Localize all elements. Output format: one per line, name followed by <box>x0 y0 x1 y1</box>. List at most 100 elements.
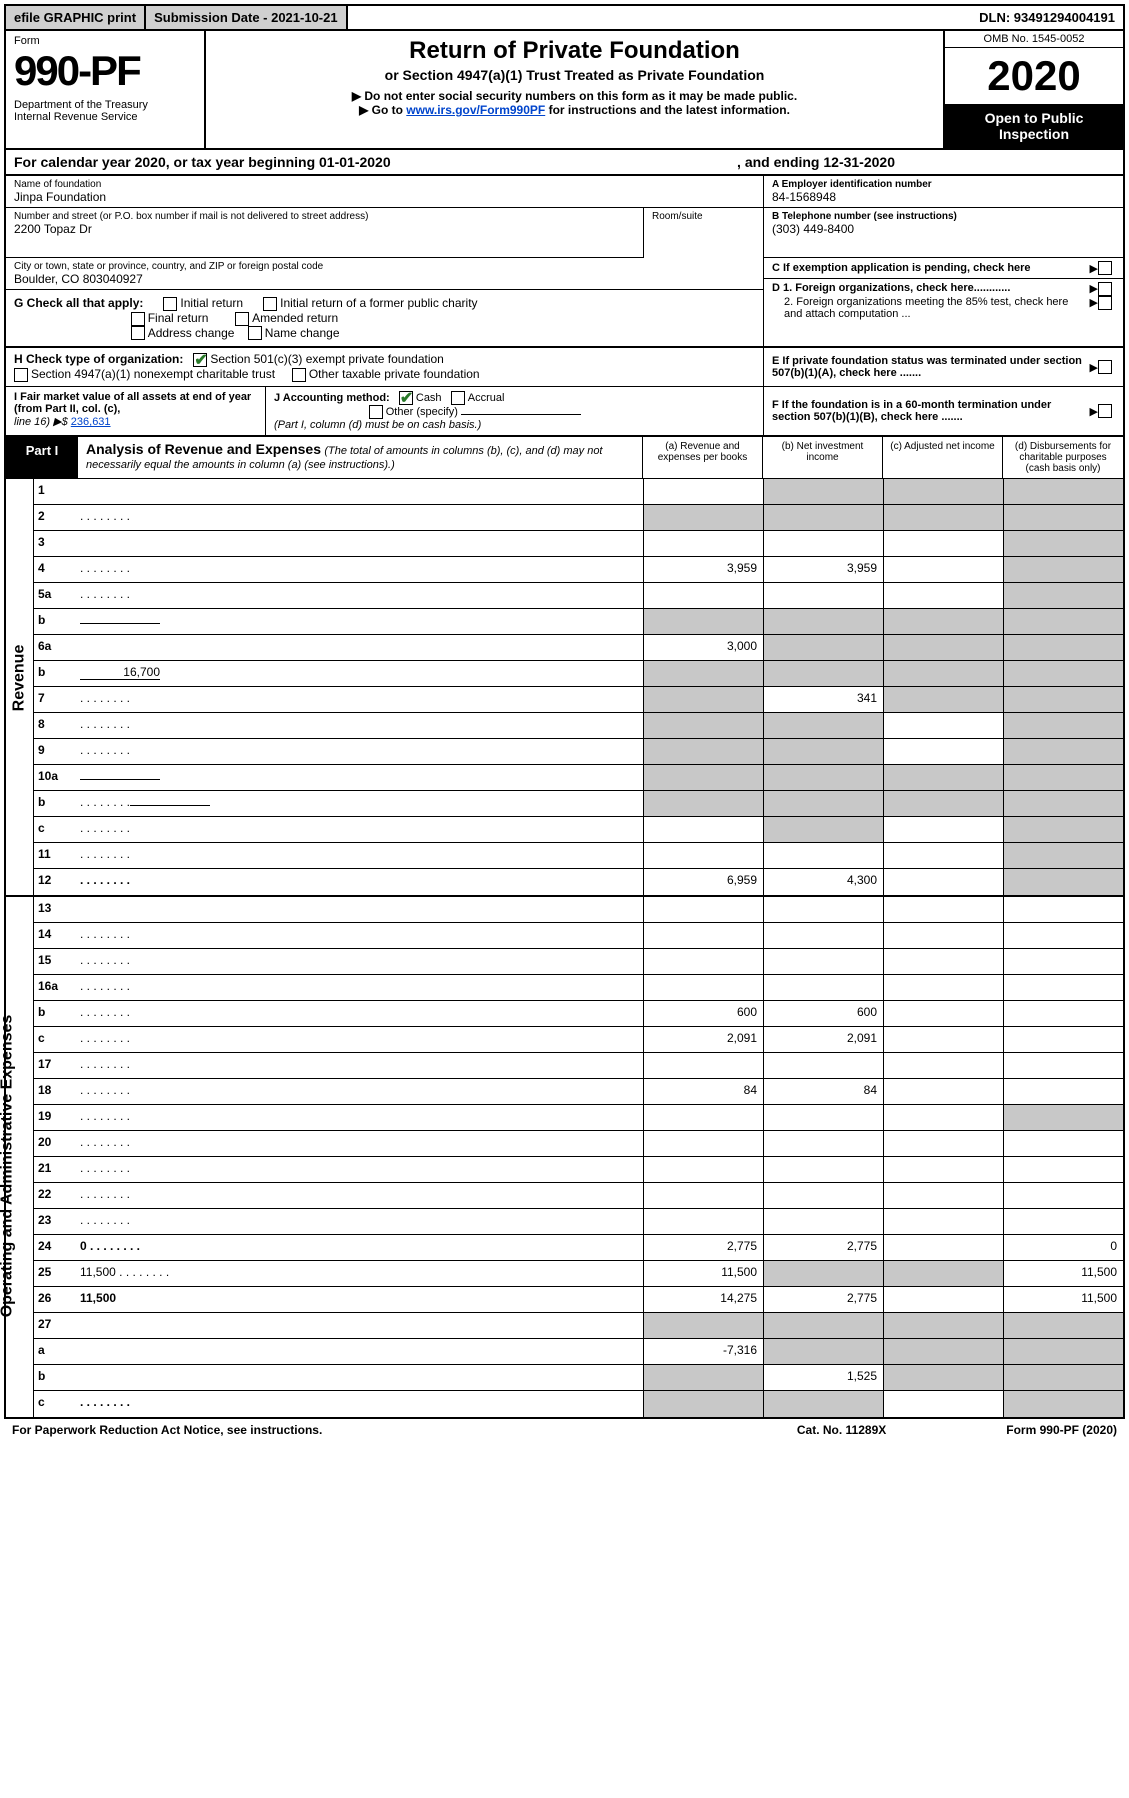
line-number: 16a <box>34 975 74 1000</box>
chk-accrual[interactable] <box>451 391 465 405</box>
cell-b: 600 <box>763 1001 883 1026</box>
cell-b <box>763 1313 883 1338</box>
chk-other-acct[interactable] <box>369 405 383 419</box>
line-desc: . . . . . . . . <box>74 713 643 738</box>
table-row: 17 . . . . . . . . <box>34 1053 1123 1079</box>
table-row: 18 . . . . . . . .8484 <box>34 1079 1123 1105</box>
line-desc: . . . . . . . . <box>74 1105 643 1130</box>
cell-d <box>1003 1079 1123 1104</box>
chk-d2[interactable] <box>1098 296 1112 310</box>
table-row: 13 <box>34 897 1123 923</box>
line-number: b <box>34 1001 74 1026</box>
chk-c[interactable] <box>1098 261 1112 275</box>
table-row: 2 . . . . . . . . <box>34 505 1123 531</box>
goto-line: ▶ Go to www.irs.gov/Form990PF for instru… <box>216 103 933 117</box>
opex-side-label: Operating and Administrative Expenses <box>6 897 34 1417</box>
line-number: 17 <box>34 1053 74 1078</box>
chk-f[interactable] <box>1098 404 1112 418</box>
cell-b: 84 <box>763 1079 883 1104</box>
cell-b <box>763 479 883 504</box>
line-number: 4 <box>34 557 74 582</box>
cell-c <box>883 1001 1003 1026</box>
line-number: 26 <box>34 1287 74 1312</box>
cell-d <box>1003 635 1123 660</box>
cell-c <box>883 791 1003 816</box>
chk-4947[interactable] <box>14 368 28 382</box>
cell-b <box>763 635 883 660</box>
cell-d <box>1003 687 1123 712</box>
cell-b <box>763 505 883 530</box>
chk-addrchg[interactable] <box>131 326 145 340</box>
cell-d <box>1003 923 1123 948</box>
table-row: 240 . . . . . . . .2,7752,7750 <box>34 1235 1123 1261</box>
cell-a: -7,316 <box>643 1339 763 1364</box>
line-desc: 0 . . . . . . . . <box>74 1235 643 1260</box>
table-row: 16a . . . . . . . . <box>34 975 1123 1001</box>
line-number: b <box>34 661 74 686</box>
line-desc <box>74 479 643 504</box>
cell-b: 341 <box>763 687 883 712</box>
chk-cash[interactable] <box>399 391 413 405</box>
line-number: b <box>34 609 74 634</box>
cell-a <box>643 1131 763 1156</box>
cell-b <box>763 1131 883 1156</box>
chk-501c3[interactable] <box>193 353 207 367</box>
line-number: 20 <box>34 1131 74 1156</box>
table-row: 27 <box>34 1313 1123 1339</box>
cell-d <box>1003 1157 1123 1182</box>
cell-c <box>883 897 1003 922</box>
part1-table: Revenue 12 . . . . . . . .34 . . . . . .… <box>4 479 1125 1419</box>
line-desc: . . . . . . . . <box>74 1001 643 1026</box>
line-desc <box>74 897 643 922</box>
line-number: 18 <box>34 1079 74 1104</box>
chk-othertax[interactable] <box>292 368 306 382</box>
cell-b <box>763 1157 883 1182</box>
line-desc: . . . . . . . . <box>74 1053 643 1078</box>
line-desc: . . . . . . . . <box>74 1157 643 1182</box>
cell-d <box>1003 479 1123 504</box>
cell-c <box>883 1157 1003 1182</box>
chk-namechg[interactable] <box>248 326 262 340</box>
cell-c <box>883 505 1003 530</box>
e-label: E If private foundation status was termi… <box>772 355 1090 379</box>
line-desc: . . . . . . . . <box>74 1027 643 1052</box>
cell-c <box>883 1313 1003 1338</box>
cell-a: 600 <box>643 1001 763 1026</box>
cat-no: Cat. No. 11289X <box>797 1423 886 1437</box>
cell-b: 1,525 <box>763 1365 883 1390</box>
cell-d <box>1003 791 1123 816</box>
line-number: 24 <box>34 1235 74 1260</box>
cell-c <box>883 1339 1003 1364</box>
cell-a <box>643 1391 763 1417</box>
cell-a <box>643 531 763 556</box>
cell-c <box>883 817 1003 842</box>
table-row: 1 <box>34 479 1123 505</box>
cell-a <box>643 1365 763 1390</box>
line-desc: . . . . . . . . <box>74 1209 643 1234</box>
line-desc: . . . . . . . . <box>74 949 643 974</box>
chk-e[interactable] <box>1098 360 1112 374</box>
cell-a <box>643 739 763 764</box>
cell-a: 11,500 <box>643 1261 763 1286</box>
cell-a <box>643 923 763 948</box>
chk-amended[interactable] <box>235 312 249 326</box>
irs-link[interactable]: www.irs.gov/Form990PF <box>406 103 545 117</box>
chk-d1[interactable] <box>1098 282 1112 296</box>
cell-c <box>883 1027 1003 1052</box>
chk-initial-former[interactable] <box>263 297 277 311</box>
part1-label: Part I <box>6 437 78 478</box>
line-number: c <box>34 1027 74 1052</box>
cell-c <box>883 1183 1003 1208</box>
line-desc: 11,500 . . . . . . . . <box>74 1261 643 1286</box>
line-number: 5a <box>34 583 74 608</box>
efile-print[interactable]: efile GRAPHIC print <box>6 6 146 29</box>
line-number: 13 <box>34 897 74 922</box>
line-number: 9 <box>34 739 74 764</box>
cell-c <box>883 1209 1003 1234</box>
cell-c <box>883 635 1003 660</box>
cell-b <box>763 531 883 556</box>
chk-initial[interactable] <box>163 297 177 311</box>
chk-final[interactable] <box>131 312 145 326</box>
line-desc: . . . . . . . . <box>74 791 643 816</box>
fmv-value[interactable]: 236,631 <box>71 416 111 428</box>
